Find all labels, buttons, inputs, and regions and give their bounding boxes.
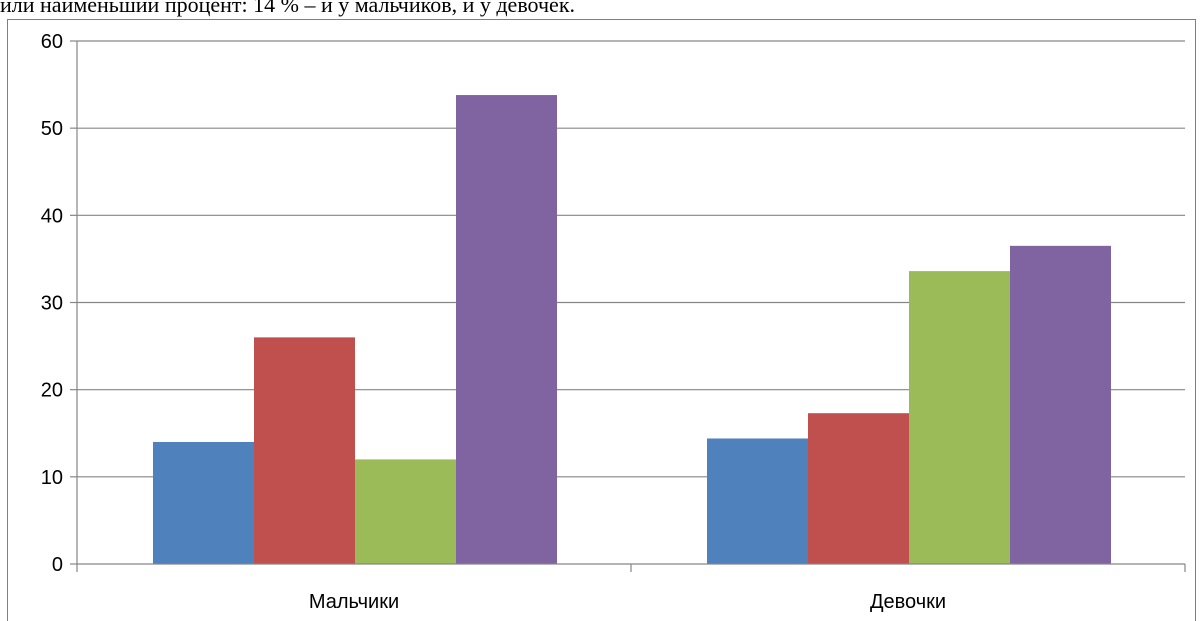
bar-Мальчики-series-4 [456, 95, 557, 564]
y-tick-label: 20 [41, 380, 63, 402]
y-tick-label: 0 [52, 554, 63, 576]
bar-Мальчики-series-3 [355, 459, 456, 564]
y-tick-label: 60 [41, 31, 63, 53]
y-tick-label: 40 [41, 205, 63, 227]
y-tick-label: 50 [41, 118, 63, 140]
bar-Мальчики-series-2 [254, 337, 355, 564]
bar-Девочки-series-1 [707, 438, 808, 564]
bar-Девочки-series-3 [909, 271, 1010, 564]
bars [153, 95, 1111, 564]
x-category-label: Девочки [870, 591, 946, 613]
bar-Мальчики-series-1 [153, 441, 254, 564]
bar-Девочки-series-4 [1010, 245, 1111, 564]
axis-labels: 0 10 20 30 40 50 60 Мальчики Девочки [41, 31, 946, 613]
axes [70, 40, 1186, 572]
bar-Девочки-series-2 [808, 413, 909, 564]
page-caption: или наименьший процент: 14 % – и у мальч… [0, 0, 576, 17]
x-category-label: Мальчики [309, 591, 399, 613]
y-tick-label: 10 [41, 467, 63, 489]
y-tick-label: 30 [41, 293, 63, 315]
